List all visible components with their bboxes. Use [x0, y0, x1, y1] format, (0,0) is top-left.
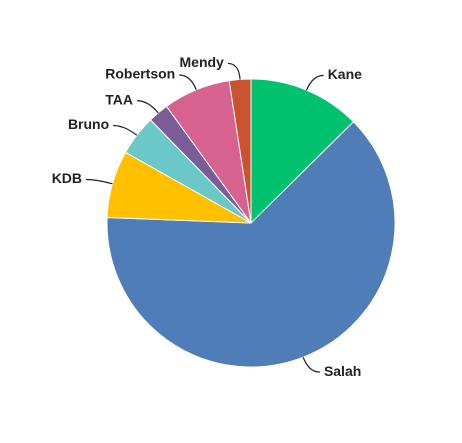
pie-label-bruno: Bruno	[68, 116, 109, 132]
pie-slice-kane	[250, 78, 355, 225]
leader-line-robertson	[179, 74, 197, 91]
pie-labels: Kane Salah KDB Bruno TAA Robertson Mendy	[52, 54, 362, 379]
pie-label-robertson: Robertson	[105, 66, 175, 82]
pie-slices	[106, 78, 396, 368]
pie-label-salah: Salah	[324, 363, 361, 379]
leader-line-taa	[136, 100, 159, 114]
leader-line-mendy	[227, 62, 241, 80]
leader-line-kane	[305, 74, 324, 91]
leader-line-salah	[302, 357, 320, 373]
pie-label-mendy: Mendy	[180, 54, 225, 70]
pie-label-kane: Kane	[328, 66, 362, 82]
pie-label-kdb: KDB	[52, 170, 82, 186]
pie-label-taa: TAA	[105, 91, 133, 107]
leader-line-bruno	[113, 124, 138, 136]
pie-leader-lines	[86, 62, 324, 373]
leader-line-kdb	[86, 178, 113, 185]
